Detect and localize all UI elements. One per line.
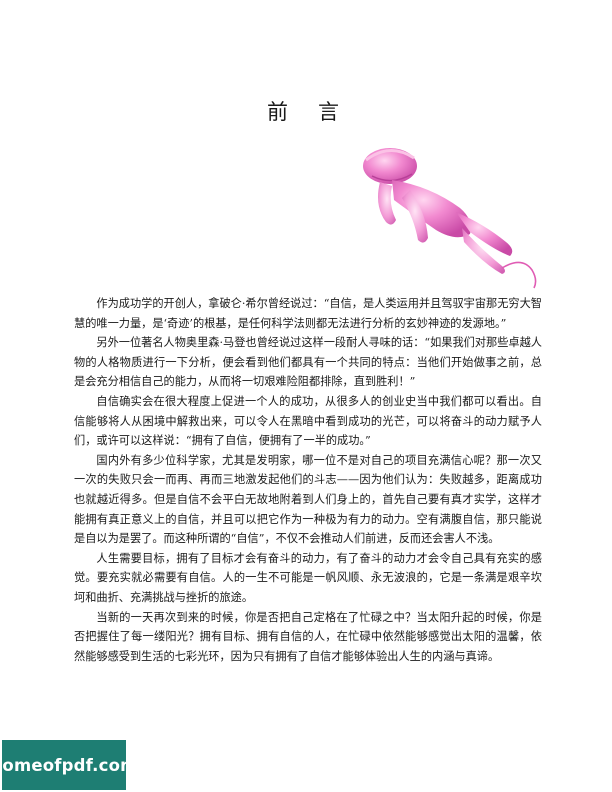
paragraph-4: 国内外有多少位科学家，尤其是发明家，哪一位不是对自己的项目充满信心呢？那一次又一… bbox=[74, 453, 542, 546]
paragraph-6: 当新的一天再次到来的时候，你是否把自己定格在了忙碌之中？当太阳升起的时候，你是否… bbox=[74, 610, 542, 663]
figure-left-arm bbox=[378, 182, 396, 225]
figure-torso bbox=[392, 180, 471, 238]
page-title: 前言 bbox=[0, 96, 612, 126]
title-char-1: 前 bbox=[267, 100, 294, 124]
watermark-badge[interactable]: homeofpdf.com bbox=[0, 740, 137, 790]
paragraph-5: 人生需要目标，拥有了目标才会有奋斗的动力，有了奋斗的动力才会令自己具有充实的感觉… bbox=[74, 551, 542, 604]
paragraph-3: 自信确实会在很大程度上促进一个人的成功，从很多人的创业史当中我们都可以看出。自信… bbox=[74, 394, 542, 448]
paragraph-2: 另外一位著名人物奥里森·马登也曾经说过这样一段耐人寻味的话：“如果我们对那些卓越… bbox=[74, 336, 542, 389]
figure-head bbox=[363, 148, 417, 184]
preface-body: 作为成功学的开创人，拿破仑·希尔曾经说过：“自信，是人类运用并且驾驭宇宙那无穷大… bbox=[74, 294, 542, 666]
watermark-text: homeofpdf.com bbox=[0, 755, 138, 775]
pink-flying-figure-illustration bbox=[363, 148, 537, 289]
title-char-2: 言 bbox=[318, 100, 345, 124]
figure-leg bbox=[456, 212, 513, 256]
paragraph-1: 作为成功学的开创人，拿破仑·希尔曾经说过：“自信，是人类运用并且驾驭宇宙那无穷大… bbox=[74, 297, 542, 330]
